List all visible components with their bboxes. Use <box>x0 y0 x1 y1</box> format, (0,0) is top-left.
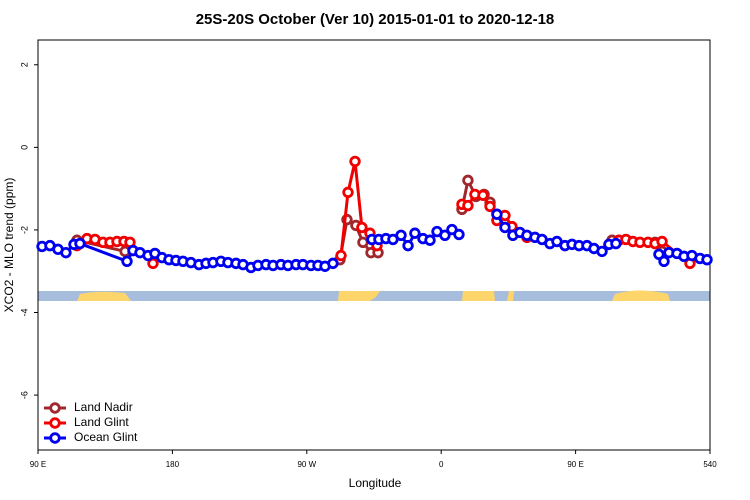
y-tick-label: -6 <box>19 391 29 399</box>
legend-label: Ocean Glint <box>74 430 138 444</box>
data-point <box>147 257 159 270</box>
data-point <box>327 257 339 270</box>
data-point <box>658 255 670 268</box>
data-point <box>439 229 451 241</box>
y-axis-label: XCO2 - MLO trend (ppm) <box>2 178 16 313</box>
data-point <box>357 236 369 249</box>
x-tick-label: 90 E <box>30 460 46 469</box>
y-tick-label: -2 <box>19 226 29 234</box>
x-tick-label: 0 <box>439 460 444 469</box>
land-shape <box>77 291 131 301</box>
data-point <box>395 229 407 241</box>
data-point <box>610 237 622 250</box>
x-tick-label: 90 W <box>297 460 316 469</box>
data-point <box>491 208 503 220</box>
legend-label: Land Nadir <box>74 400 133 414</box>
data-point <box>74 237 86 250</box>
data-point <box>409 227 421 239</box>
data-point <box>121 255 133 268</box>
data-point <box>342 186 354 199</box>
data-point <box>462 174 474 187</box>
x-tick-label: 180 <box>166 460 180 469</box>
y-tick-label: 0 <box>19 145 29 150</box>
chart-title: 25S-20S October (Ver 10) 2015-01-01 to 2… <box>196 11 555 28</box>
legend-label: Land Glint <box>74 415 129 429</box>
legend-marker <box>49 417 61 429</box>
data-point <box>424 234 436 246</box>
land-shape <box>338 291 380 301</box>
data-point <box>477 189 489 201</box>
data-point <box>656 235 668 248</box>
data-point <box>60 246 72 259</box>
data-point <box>701 253 713 266</box>
legend-marker <box>49 402 61 414</box>
data-point <box>462 199 474 212</box>
y-tick-label: -4 <box>19 308 29 316</box>
data-point <box>335 249 347 262</box>
data-point <box>402 239 414 252</box>
data-point <box>349 155 361 168</box>
land-shape <box>507 291 514 301</box>
x-tick-label: 90 E <box>567 460 583 469</box>
legend-marker <box>49 432 61 444</box>
data-point <box>499 221 511 234</box>
land-shape <box>462 291 495 301</box>
data-point <box>596 245 608 258</box>
map-strip <box>38 290 710 301</box>
data-point <box>453 228 465 241</box>
x-tick-label: 540 <box>703 460 717 469</box>
x-axis-label: Longitude <box>349 476 402 490</box>
land-shape <box>612 290 670 301</box>
data-point <box>356 221 368 234</box>
data-point <box>484 200 496 213</box>
y-tick-label: 2 <box>19 62 29 67</box>
